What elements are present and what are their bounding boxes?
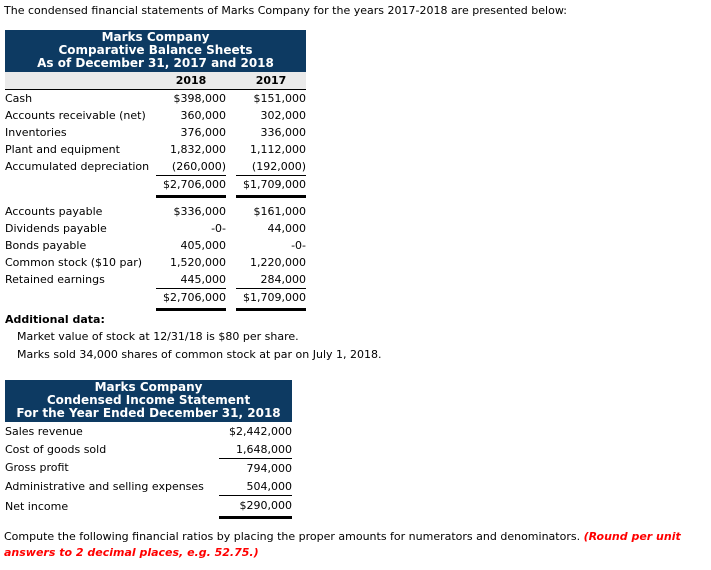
- income-statement-table: Marks Company Condensed Income Statement…: [5, 380, 292, 519]
- table-row: Accounts payable $336,000 $161,000: [5, 203, 306, 220]
- column-header-row: 2018 2017: [5, 72, 306, 90]
- net-income-row: Net income $290,000: [5, 495, 292, 519]
- value-2018: $336,000: [173, 205, 227, 218]
- table-row: Bonds payable 405,000 -0-: [5, 237, 306, 254]
- row-value: 794,000: [246, 461, 293, 475]
- total-assets-row: $2,706,000 $1,709,000: [5, 175, 306, 198]
- additional-data-item: Marks sold 34,000 shares of common stock…: [17, 348, 382, 361]
- row-label: Inventories: [5, 126, 67, 139]
- total-assets-2017: $1,709,000: [236, 175, 306, 198]
- table-row: Dividends payable -0- 44,000: [5, 220, 306, 237]
- row-label: Gross profit: [5, 461, 69, 475]
- rounding-note: (Round per unit answers to 2 decimal pla…: [4, 530, 681, 559]
- additional-data-heading: Additional data:: [5, 313, 105, 326]
- row-value: 504,000: [219, 477, 292, 496]
- table-row: Sales revenue $2,442,000: [5, 422, 292, 440]
- row-label: Retained earnings: [5, 273, 105, 287]
- table-row: Plant and equipment 1,832,000 1,112,000: [5, 141, 306, 158]
- instruction-text: Compute the following financial ratios b…: [4, 529, 706, 561]
- row-label: Common stock ($10 par): [5, 256, 143, 269]
- value-2017: 336,000: [260, 126, 307, 139]
- value-2018: 405,000: [180, 239, 227, 252]
- table-row: Accounts receivable (net) 360,000 302,00…: [5, 107, 306, 124]
- row-label: Cash: [5, 92, 33, 105]
- table-row: Retained earnings 445,000 284,000: [5, 271, 306, 289]
- value-2018: (260,000): [171, 160, 226, 173]
- value-2018: 445,000: [180, 273, 227, 286]
- company-name: Marks Company: [101, 30, 210, 44]
- value-2017: $161,000: [253, 205, 307, 218]
- total-assets-2018: $2,706,000: [156, 175, 226, 198]
- value-2017: 284,000: [260, 273, 307, 286]
- row-label: Administrative and selling expenses: [5, 479, 204, 493]
- row-value: $290,000: [219, 495, 292, 519]
- statement-title: Comparative Balance Sheets: [58, 43, 253, 57]
- value-2018: $398,000: [173, 92, 227, 105]
- additional-data-section: Additional data: Market value of stock a…: [5, 311, 382, 364]
- additional-data-item: Market value of stock at 12/31/18 is $80…: [17, 330, 299, 343]
- company-name: Marks Company: [94, 380, 203, 394]
- row-label: Accounts receivable (net): [5, 109, 146, 122]
- row-label: Accounts payable: [5, 205, 103, 218]
- row-label: Cost of goods sold: [5, 442, 107, 456]
- value-2017: 44,000: [267, 222, 307, 235]
- total-liabilities-equity-row: $2,706,000 $1,709,000: [5, 288, 306, 311]
- value-2017: 302,000: [260, 109, 307, 122]
- value-2018: 1,520,000: [170, 256, 226, 269]
- table-row: Cost of goods sold 1,648,000: [5, 440, 292, 459]
- column-header-spacer: [5, 72, 156, 90]
- table-row: Administrative and selling expenses 504,…: [5, 477, 292, 496]
- row-label: Bonds payable: [5, 239, 87, 252]
- table-row: Cash $398,000 $151,000: [5, 90, 306, 108]
- table-row: Inventories 376,000 336,000: [5, 124, 306, 141]
- balance-sheet-table: Marks Company Comparative Balance Sheets…: [5, 30, 306, 311]
- total-liab-2017: $1,709,000: [236, 288, 306, 311]
- value-2018: 376,000: [180, 126, 227, 139]
- value-2017: 1,112,000: [250, 143, 306, 156]
- column-header-2018: 2018: [156, 72, 226, 90]
- balance-sheet-header: Marks Company Comparative Balance Sheets…: [5, 30, 306, 72]
- value-2018: -0-: [211, 222, 226, 235]
- row-label: Net income: [5, 500, 69, 513]
- statement-period: For the Year Ended December 31, 2018: [16, 406, 281, 420]
- row-label: Plant and equipment: [5, 143, 120, 156]
- row-value: $2,442,000: [229, 424, 292, 438]
- column-header-2017: 2017: [236, 72, 306, 90]
- row-label: Sales revenue: [5, 424, 83, 438]
- row-value: 1,648,000: [219, 440, 292, 459]
- value-2017: -0-: [291, 239, 306, 252]
- table-row: Common stock ($10 par) 1,520,000 1,220,0…: [5, 254, 306, 271]
- income-statement-header: Marks Company Condensed Income Statement…: [5, 380, 292, 422]
- row-label: Dividends payable: [5, 222, 107, 235]
- statement-title: Condensed Income Statement: [46, 393, 251, 407]
- instruction-main: Compute the following financial ratios b…: [4, 530, 584, 543]
- table-row: Gross profit 794,000: [5, 459, 292, 478]
- table-row: Accumulated depreciation (260,000) (192,…: [5, 158, 306, 176]
- total-liab-2018: $2,706,000: [156, 288, 226, 311]
- intro-text: The condensed financial statements of Ma…: [4, 4, 567, 17]
- value-2017: $151,000: [253, 92, 307, 105]
- value-2018: 360,000: [180, 109, 227, 122]
- value-2017: (192,000): [251, 160, 306, 173]
- row-label: Accumulated depreciation: [5, 160, 150, 174]
- value-2018: 1,832,000: [170, 143, 226, 156]
- statement-period: As of December 31, 2017 and 2018: [37, 56, 274, 70]
- value-2017: 1,220,000: [250, 256, 306, 269]
